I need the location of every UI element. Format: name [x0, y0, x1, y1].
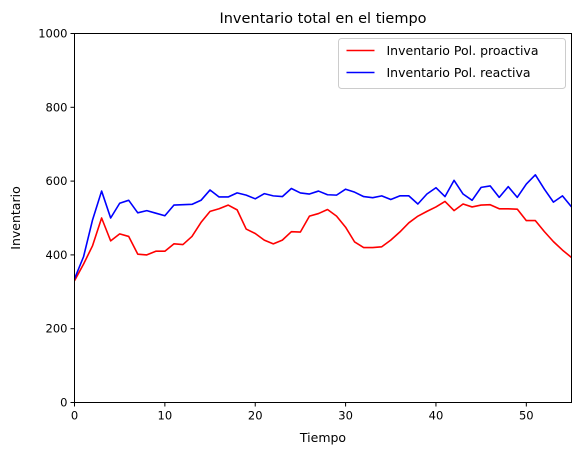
x-tick-label: 0 [71, 409, 78, 423]
x-tick-label: 30 [338, 409, 353, 423]
plot-frame [74, 33, 572, 403]
series-layer [74, 174, 572, 282]
x-axis-label: Tiempo [299, 430, 346, 445]
x-tick-label: 20 [248, 409, 263, 423]
series-line-2 [74, 174, 572, 280]
series-line-1 [74, 200, 572, 282]
y-tick-label: 400 [46, 248, 68, 262]
x-axis: 0 10 20 30 40 50 [71, 402, 534, 423]
y-tick-label: 200 [46, 322, 68, 336]
legend-label-1: Inventario Pol. proactiva [387, 43, 539, 58]
chart-title: Inventario total en el tiempo [219, 11, 426, 27]
y-tick-label: 0 [60, 396, 67, 410]
x-tick-label: 50 [519, 409, 534, 423]
y-tick-label: 800 [46, 100, 68, 114]
legend-box [338, 38, 566, 89]
legend: Inventario Pol. proactiva Inventario Pol.… [338, 38, 566, 89]
y-axis: 0 200 400 600 800 1000 [38, 27, 75, 410]
x-tick-label: 40 [429, 409, 444, 423]
y-tick-label: 600 [46, 174, 68, 188]
y-axis-label: Inventario [8, 186, 23, 249]
x-tick-label: 10 [158, 409, 173, 423]
y-tick-label: 1000 [38, 27, 67, 41]
legend-label-2: Inventario Pol. reactiva [387, 65, 531, 80]
